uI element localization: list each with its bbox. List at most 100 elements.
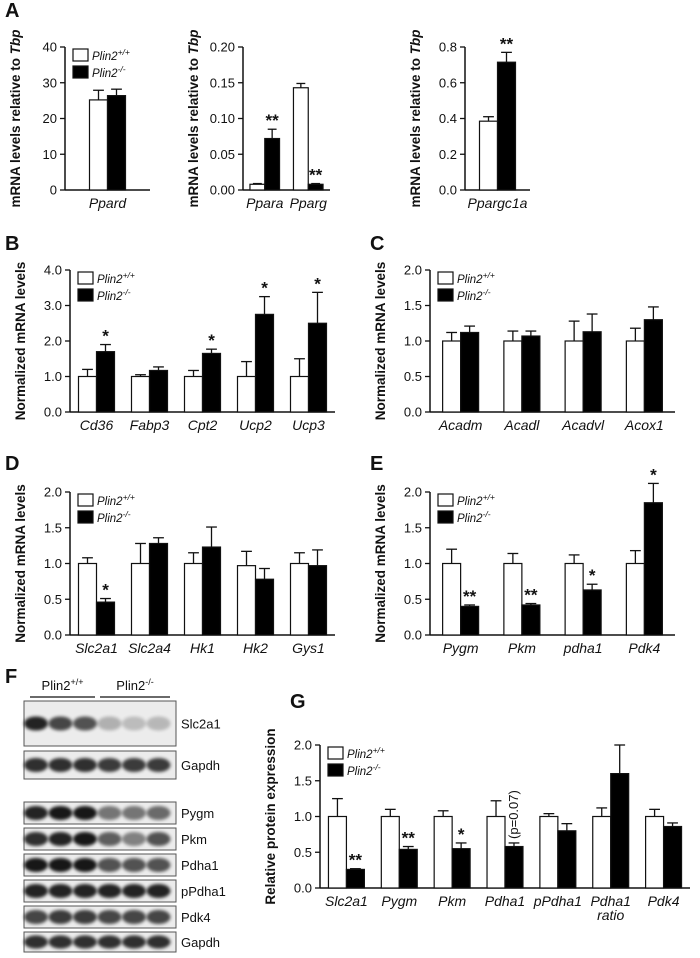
x-tick-label: Pygm bbox=[442, 641, 479, 656]
x-tick-label: Slc2a4 bbox=[128, 641, 171, 656]
x-tick-label: Cpt2 bbox=[187, 418, 218, 433]
y-tick-label: 30 bbox=[43, 75, 57, 90]
blot-band bbox=[48, 935, 73, 949]
annotation: * bbox=[314, 274, 321, 293]
legend-name: Plin2 bbox=[347, 749, 373, 761]
error-bar bbox=[508, 842, 520, 847]
legend-label: Plin2-/- bbox=[97, 287, 131, 303]
x-tick-label-box: Pdk4 bbox=[628, 641, 660, 655]
x-tick-label-box: Ppargc1a bbox=[468, 196, 528, 210]
error-bar bbox=[332, 797, 343, 817]
y-axis-label-text: Relative protein expression bbox=[263, 728, 278, 904]
y-tick-label: 1.0 bbox=[44, 369, 62, 384]
bar bbox=[643, 502, 663, 636]
x-tick-label: Acox1 bbox=[624, 418, 664, 433]
blot-label: pPdha1 bbox=[181, 884, 226, 899]
y-tick-label: 0.05 bbox=[210, 147, 235, 162]
group-label: Plin2+/+ bbox=[42, 677, 84, 693]
blot-label: Gapdh bbox=[181, 935, 220, 950]
x-tick-label: Slc2a1 bbox=[75, 641, 118, 656]
x-tick-label-box: Gys1 bbox=[292, 641, 325, 655]
legend-label: Plin2+/+ bbox=[457, 492, 495, 508]
annotation: * bbox=[589, 566, 596, 585]
legend-superscript: -/- bbox=[123, 509, 131, 519]
blot-band bbox=[97, 758, 122, 772]
x-tick-label-box: Slc2a1 bbox=[75, 641, 118, 656]
x-tick-label-box: Fabp3 bbox=[130, 418, 170, 432]
y-tick-label: 0.5 bbox=[404, 592, 422, 607]
error-bar bbox=[490, 800, 502, 817]
y-tick-label: 1.5 bbox=[44, 520, 62, 535]
bar bbox=[460, 331, 480, 413]
error-bar bbox=[446, 331, 458, 341]
group-label: Plin2-/- bbox=[116, 677, 153, 693]
bar bbox=[254, 313, 275, 413]
x-tick-label: Acadl bbox=[504, 418, 540, 433]
x-tick-label: Hk1 bbox=[190, 641, 215, 656]
error-bar bbox=[111, 88, 122, 96]
error-bar bbox=[312, 549, 323, 566]
legend-label: Plin2+/+ bbox=[92, 47, 130, 63]
blot-label: Pkm bbox=[181, 832, 207, 847]
y-tick-label: 0.20 bbox=[210, 40, 235, 55]
y-axis-label-text: mRNA levels relative to bbox=[186, 58, 201, 208]
x-tick-label-box: Pkm bbox=[438, 894, 466, 908]
x-tick-label: Ppara bbox=[246, 196, 284, 211]
error-bar bbox=[543, 812, 555, 817]
y-tick-label: 0.5 bbox=[294, 845, 312, 860]
x-tick-label-box: Pygm bbox=[442, 641, 479, 656]
blot-band bbox=[122, 806, 146, 820]
bar bbox=[486, 815, 506, 889]
error-bar bbox=[525, 330, 537, 337]
legend-label: Plin2-/- bbox=[457, 509, 491, 525]
error-bar bbox=[259, 295, 270, 315]
legend-name: Plin2 bbox=[457, 291, 483, 303]
bar bbox=[289, 562, 310, 636]
y-tick-label: 0.00 bbox=[210, 183, 235, 198]
x-tick-label: pPdha1 bbox=[533, 894, 582, 909]
error-bar bbox=[241, 360, 252, 377]
bar bbox=[95, 351, 116, 413]
annotation: ** bbox=[402, 829, 416, 848]
error-bar bbox=[82, 368, 93, 377]
legend-label: Plin2-/- bbox=[347, 762, 381, 778]
y-tick-label: 2.0 bbox=[44, 485, 62, 500]
panel-letter: D bbox=[5, 453, 19, 475]
y-tick-label: 1.5 bbox=[404, 298, 422, 313]
x-tick-label-box: Pdha1 bbox=[484, 894, 526, 909]
x-tick-label: Pdha1 bbox=[484, 894, 526, 909]
bar bbox=[564, 340, 584, 413]
error-bar bbox=[296, 82, 306, 88]
legend-superscript: +/+ bbox=[123, 270, 135, 280]
y-tick-label: 10 bbox=[43, 147, 57, 162]
blot-band bbox=[73, 858, 97, 872]
bar bbox=[496, 61, 517, 191]
error-bar bbox=[153, 537, 164, 544]
x-tick-label: Slc2a1 bbox=[325, 894, 368, 909]
annotation: ** bbox=[349, 851, 363, 870]
legend-superscript: +/+ bbox=[373, 745, 385, 755]
y-tick-label: 0.0 bbox=[439, 183, 457, 198]
bar bbox=[521, 604, 541, 636]
legend-name: Plin2 bbox=[92, 68, 118, 80]
y-tick-label: 2.0 bbox=[294, 738, 312, 753]
y-axis-label-emphasis: Tbp bbox=[186, 29, 201, 54]
error-bar bbox=[586, 583, 598, 590]
y-tick-label: 0.0 bbox=[44, 405, 62, 420]
x-tick-label-box: Pkm bbox=[508, 641, 536, 655]
blot-band bbox=[48, 758, 73, 772]
bar bbox=[539, 815, 559, 889]
blot-band bbox=[24, 858, 48, 872]
error-bar bbox=[614, 744, 626, 774]
y-tick-label: 0.5 bbox=[404, 369, 422, 384]
legend-swatch bbox=[437, 510, 454, 524]
blot-band bbox=[73, 935, 97, 949]
error-bar bbox=[100, 597, 111, 603]
blot-band bbox=[122, 935, 146, 949]
bar bbox=[236, 565, 257, 636]
blot-band bbox=[122, 832, 146, 846]
error-bar bbox=[667, 822, 678, 827]
error-bar bbox=[188, 552, 199, 564]
blot-band bbox=[73, 832, 97, 846]
